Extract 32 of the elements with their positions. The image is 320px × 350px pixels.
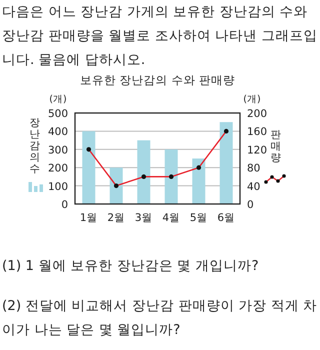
text: (1) 1 월에 보유한 장난감은 몇 개입니까? (2, 257, 260, 276)
bar (82, 131, 96, 204)
x-tick-label: 4월 (162, 212, 180, 224)
bar (110, 168, 123, 204)
text: (2) 전달에 비교해서 장난감 판매량이 가장 적게 차이가 나는 달은 몇 월입니까? (2, 297, 318, 340)
y-axis-title: 장난감의 수 (30, 117, 40, 175)
text: 다음은 어느 장난감 가게의 보유한 장난감의 수와 장난감 판매량을 월별로 조사하여 나타낸 그래프입니다. 물음에 답하시오. (2, 3, 318, 70)
y-tick-label: 0 (61, 199, 68, 211)
y2-tick-label: 200 (247, 108, 268, 120)
bar (137, 140, 150, 204)
bar (192, 158, 206, 204)
y-tick-label: 100 (48, 180, 68, 193)
chart-title: 보유한 장난감의 수와 판매량 (80, 73, 235, 87)
x-tick-label: 1월 (80, 212, 98, 224)
x-tick-label: 6월 (217, 212, 236, 224)
y2-tick-label: 120 (247, 144, 268, 156)
y-tick-label: 200 (48, 162, 68, 175)
text: (개) (243, 94, 261, 105)
bar (220, 122, 233, 204)
y-tick-label: 500 (48, 108, 68, 120)
text: (개) (49, 94, 67, 105)
bar (164, 149, 178, 204)
y2-tick-label: 160 (247, 126, 268, 138)
y-tick-label: 300 (48, 144, 68, 156)
y2-tick-label: 0 (247, 199, 254, 211)
x-tick-label: 5월 (190, 212, 208, 224)
y-tick-label: 400 (48, 126, 68, 138)
x-tick-label: 2월 (107, 212, 126, 224)
y2-tick-label: 40 (247, 180, 260, 193)
y2-tick-label: 80 (247, 162, 260, 175)
x-tick-label: 3월 (134, 212, 153, 224)
y2-axis-title: 판매량 (270, 129, 282, 164)
